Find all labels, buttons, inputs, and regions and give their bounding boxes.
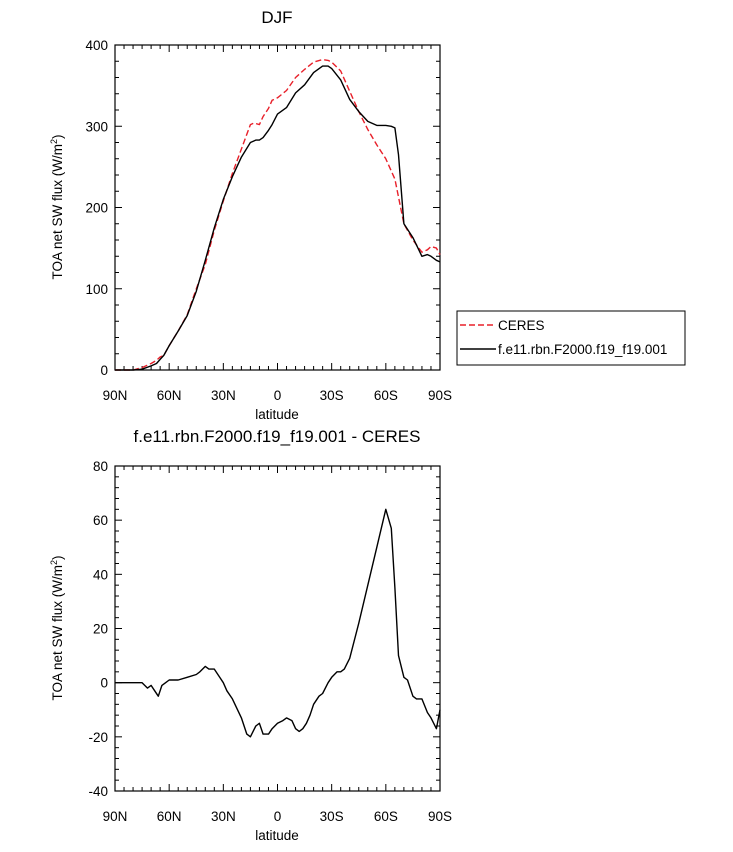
chart-difference: f.e11.rbn.F2000.f19_f19.001 - CERES -40-…: [49, 427, 452, 843]
series-lines: [115, 58, 441, 371]
x-tick-label: 90S: [428, 809, 452, 824]
x-axis-ticks: 90N 60N 30N 0 30S 60S 90S: [103, 466, 452, 824]
plot-frame: [114, 44, 441, 371]
y-axis-label-main: TOA net SW flux (W/m: [50, 144, 65, 280]
y-tick-label: 20: [93, 622, 108, 637]
x-tick-label: 90N: [103, 809, 128, 824]
x-tick-label: 30S: [320, 388, 344, 403]
series-line-f-e11-rbn-f2000-f19-f19-001-ceres: [115, 508, 441, 738]
x-tick-label: 30N: [211, 388, 236, 403]
y-tick-label: 400: [85, 38, 108, 53]
chart-title: DJF: [261, 8, 292, 27]
x-tick-label: 90N: [103, 388, 128, 403]
y-tick-label: -40: [88, 784, 108, 799]
legend-box: [456, 310, 686, 366]
legend-label-ceres: CERES: [498, 318, 545, 333]
x-axis-label: latitude: [255, 828, 299, 843]
y-tick-label: 40: [93, 567, 108, 582]
x-tick-label: 60N: [157, 388, 182, 403]
legend-label-model: f.e11.rbn.F2000.f19_f19.001: [498, 342, 667, 357]
x-axis-label: latitude: [255, 407, 299, 422]
y-axis-label-end: ): [50, 555, 65, 560]
y-axis-label-sup: 2: [49, 139, 59, 144]
x-tick-label: 60S: [374, 809, 398, 824]
y-tick-label: 200: [85, 201, 108, 216]
x-tick-label: 0: [274, 809, 282, 824]
x-axis-ticks: 90N 60N 30N 0 30S 60S 90S: [103, 45, 452, 403]
y-tick-label: 300: [85, 119, 108, 134]
y-axis-ticks: -40 -20 0 20 40 60 80: [88, 459, 440, 799]
x-tick-label: 30N: [211, 809, 236, 824]
y-axis-label: TOA net SW flux (W/m2): [49, 134, 65, 279]
chart-djf: DJF 0 100 200 300 400 90N 60N 30N 0 30S 60S 90S la…: [49, 8, 686, 422]
y-tick-label: 0: [100, 676, 108, 691]
x-tick-label: 60S: [374, 388, 398, 403]
series-line-f-e11-rbn-f2000-f19-f19-001: [115, 65, 441, 371]
y-axis-label: TOA net SW flux (W/m2): [49, 555, 65, 700]
y-axis-label-end: ): [50, 134, 65, 139]
y-tick-label: 80: [93, 459, 108, 474]
plot-frame: [114, 465, 441, 792]
y-tick-label: 0: [100, 363, 108, 378]
x-tick-label: 30S: [320, 809, 344, 824]
y-tick-label: 100: [85, 282, 108, 297]
y-tick-label: -20: [88, 730, 108, 745]
y-tick-label: 60: [93, 513, 108, 528]
legend: CERES f.e11.rbn.F2000.f19_f19.001: [456, 310, 686, 366]
x-tick-label: 90S: [428, 388, 452, 403]
y-axis-ticks: 0 100 200 300 400: [85, 38, 440, 378]
series-line-ceres: [115, 58, 441, 371]
chart-title: f.e11.rbn.F2000.f19_f19.001 - CERES: [134, 427, 421, 446]
x-tick-label: 60N: [157, 809, 182, 824]
y-axis-label-sup: 2: [49, 560, 59, 565]
x-tick-label: 0: [274, 388, 282, 403]
y-axis-label-main: TOA net SW flux (W/m: [50, 565, 65, 701]
series-lines: [115, 508, 441, 738]
